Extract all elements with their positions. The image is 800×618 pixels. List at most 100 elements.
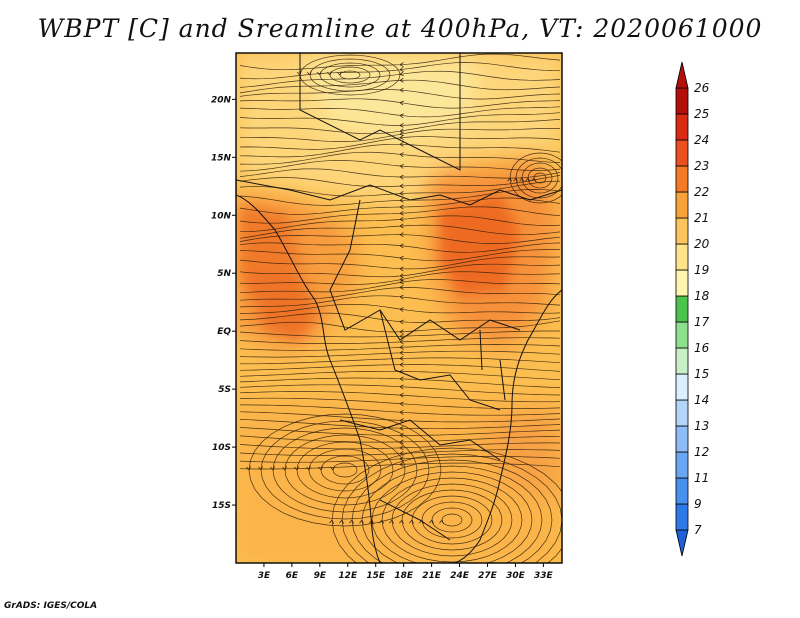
border-south [339, 419, 501, 541]
x-tick-label: 18E [394, 571, 414, 581]
streamline-arrow [399, 285, 404, 290]
streamline-arrow [399, 174, 404, 180]
streamline-arrow [399, 67, 404, 72]
y-tick-label: 5N [217, 269, 231, 279]
streamline-arrow [399, 344, 404, 350]
streamline-arrow [389, 519, 394, 524]
streamline-arrow [399, 279, 404, 285]
x-tick-label: 30E [506, 571, 526, 581]
streamline-arrow [349, 519, 354, 524]
colorbar-label: 25 [694, 107, 709, 121]
streamline-arrow [399, 232, 404, 237]
colorbar-swatch [675, 87, 689, 115]
y-axis: 20N 15N 10N 5N EQ 5S 10S 15S [211, 95, 236, 511]
map-frame [235, 52, 563, 564]
streamline-arrow [399, 255, 404, 261]
streamline-arrow [525, 177, 531, 182]
colorbar-swatch [675, 113, 689, 141]
colorbar-swatch [675, 425, 689, 453]
streamline-arrow [399, 223, 404, 229]
y-tick-label: 10S [212, 443, 231, 453]
y-tick-label: 15S [212, 501, 231, 511]
streamline-arrow [270, 466, 275, 471]
streamline-arrow [399, 445, 404, 451]
colorbar-label: 13 [694, 419, 709, 433]
country-borders [236, 53, 562, 563]
x-tick-label: 6E [286, 571, 299, 581]
colorbar-swatch [675, 269, 689, 297]
streamline-arrow [429, 519, 434, 524]
border-lakes [479, 329, 506, 401]
y-tick-label: EQ [217, 327, 231, 337]
colorbar-label: 9 [694, 497, 702, 511]
colorbar-label: 24 [694, 133, 709, 147]
streamline-arrow [399, 439, 404, 445]
colorbar-arrow-low [675, 529, 689, 557]
coastline-west [236, 194, 381, 563]
colorbar-label: 14 [694, 393, 709, 407]
streamline-arrow [399, 451, 404, 456]
colorbar-swatch [675, 191, 689, 219]
border-mid [379, 309, 501, 411]
streamline-arrow [306, 71, 312, 76]
streamline-arrow [399, 135, 404, 140]
streamline-arrow [326, 71, 332, 76]
colorbar-label: 12 [694, 445, 709, 459]
colorbar-label: 26 [694, 81, 710, 95]
streamline-arrow [399, 204, 404, 210]
border-central [329, 199, 521, 341]
x-tick-label: 15E [366, 571, 386, 581]
streamline-arrow [399, 100, 404, 106]
colorbar-swatch [675, 295, 689, 323]
streamline-arrow [246, 466, 251, 471]
streamline-arrow [399, 362, 404, 367]
colorbar-label: 19 [694, 263, 709, 277]
x-tick-label: 27E [478, 571, 498, 581]
colorbar-swatch [675, 347, 689, 375]
colorbar-swatch [675, 399, 689, 427]
streamline-arrow [399, 216, 404, 222]
streamline-arrow [258, 466, 263, 471]
x-tick-label: 9E [314, 571, 327, 581]
streamline-arrow [330, 466, 335, 471]
colorbar-swatch [675, 503, 689, 531]
streamline-arrow [399, 87, 404, 93]
streamline-arrow [359, 519, 364, 524]
streamline-arrow [318, 466, 323, 471]
streamline-arrow [507, 177, 513, 182]
y-tick-label: 5S [218, 385, 231, 395]
colorbar-arrow-high [675, 61, 689, 89]
streamline-arrow [399, 128, 404, 134]
streamline-arrow [399, 401, 404, 407]
streamline-arrow [399, 519, 404, 524]
streamline-arrow [409, 519, 414, 524]
colorbar-label: 21 [694, 211, 709, 225]
streamline-arrow [399, 329, 404, 335]
colorbar-swatch [675, 165, 689, 193]
streamline-arrow [399, 266, 404, 272]
streamline-arrow [399, 339, 404, 345]
streamline-arrow [519, 177, 525, 182]
y-tick-label: 20N [211, 95, 232, 105]
streamline-arrow [399, 410, 404, 415]
map-plot-area [236, 53, 562, 563]
streamline-arrow [399, 77, 404, 83]
colorbar-swatch [675, 217, 689, 245]
streamline-arrow [399, 191, 404, 196]
x-tick-label: 21E [422, 571, 442, 581]
chart-title: WBPT [C] and Sreamline at 400hPa, VT: 20… [37, 14, 763, 43]
colorbar-label: 22 [694, 185, 709, 199]
streamline-arrow [399, 392, 404, 398]
colorbar-label: 11 [694, 471, 709, 485]
colorbar-label: 7 [694, 523, 702, 537]
x-tick-label: 3E [258, 571, 271, 581]
border-north [299, 53, 461, 171]
streamline-arrow [316, 71, 322, 76]
streamline-arrow [399, 356, 404, 361]
streamline-arrow [399, 384, 404, 390]
colorbar-swatch [675, 243, 689, 271]
cool-sahara-patch [300, 60, 480, 140]
y-tick-label: 15N [211, 153, 232, 163]
colorbar-swatch [675, 477, 689, 505]
